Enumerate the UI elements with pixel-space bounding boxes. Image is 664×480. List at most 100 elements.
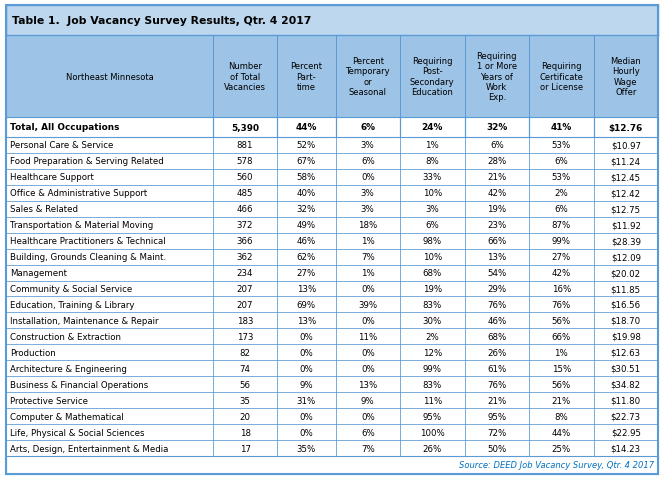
Text: 53%: 53%	[552, 173, 571, 182]
Text: 1%: 1%	[426, 141, 439, 150]
Text: 27%: 27%	[552, 252, 571, 262]
Bar	[213, 217, 278, 233]
Bar	[213, 376, 278, 392]
Bar	[465, 138, 529, 154]
Bar	[529, 281, 594, 297]
Bar	[335, 424, 400, 440]
Text: 21%: 21%	[552, 396, 571, 405]
Text: 66%: 66%	[487, 237, 507, 246]
Text: 5,390: 5,390	[231, 123, 259, 132]
Bar	[594, 392, 658, 408]
Bar	[594, 440, 658, 456]
Text: 52%: 52%	[297, 141, 316, 150]
Bar	[278, 329, 335, 345]
Text: Number
of Total
Vacancies: Number of Total Vacancies	[224, 62, 266, 92]
Bar	[335, 249, 400, 265]
Bar	[465, 440, 529, 456]
Bar	[335, 440, 400, 456]
Bar	[278, 297, 335, 313]
Bar	[465, 217, 529, 233]
Text: 362: 362	[237, 252, 254, 262]
Text: 76%: 76%	[487, 380, 507, 389]
Text: 33%: 33%	[422, 173, 442, 182]
Bar	[400, 154, 465, 169]
Text: 6%: 6%	[361, 428, 374, 437]
Bar	[6, 392, 213, 408]
Text: 466: 466	[237, 205, 254, 214]
Bar	[594, 217, 658, 233]
Bar	[278, 36, 335, 118]
Bar	[213, 202, 278, 217]
Bar	[465, 376, 529, 392]
Text: Construction & Extraction: Construction & Extraction	[10, 332, 121, 341]
Text: 0%: 0%	[361, 412, 374, 421]
Bar	[6, 456, 658, 474]
Bar	[278, 408, 335, 424]
Text: $22.95: $22.95	[611, 428, 641, 437]
Text: 560: 560	[237, 173, 254, 182]
Bar	[278, 154, 335, 169]
Text: 6%: 6%	[490, 141, 503, 150]
Text: Source: DEED Job Vacancy Survey, Qtr. 4 2017: Source: DEED Job Vacancy Survey, Qtr. 4 …	[459, 460, 654, 469]
Bar	[529, 313, 594, 329]
Text: 17: 17	[240, 444, 250, 453]
Text: $18.70: $18.70	[611, 316, 641, 325]
Text: 66%: 66%	[552, 332, 571, 341]
Bar	[213, 265, 278, 281]
Text: 26%: 26%	[422, 444, 442, 453]
Text: Median
Hourly
Wage
Offer: Median Hourly Wage Offer	[610, 57, 641, 97]
Text: 372: 372	[237, 221, 254, 230]
Text: 578: 578	[237, 157, 254, 166]
Text: $30.51: $30.51	[611, 364, 641, 373]
Text: Computer & Mathematical: Computer & Mathematical	[10, 412, 124, 421]
Bar	[400, 36, 465, 118]
Text: Northeast Minnesota: Northeast Minnesota	[66, 72, 153, 81]
Bar	[594, 424, 658, 440]
Text: Percent
Part-
time: Percent Part- time	[290, 62, 323, 92]
Bar	[6, 138, 213, 154]
Text: 3%: 3%	[361, 141, 374, 150]
Bar	[335, 202, 400, 217]
Bar	[594, 169, 658, 185]
Bar	[213, 313, 278, 329]
Text: 6%: 6%	[361, 123, 375, 132]
Text: Installation, Maintenance & Repair: Installation, Maintenance & Repair	[10, 316, 159, 325]
Bar	[213, 36, 278, 118]
Text: 83%: 83%	[422, 300, 442, 309]
Text: 56%: 56%	[552, 316, 571, 325]
Text: 2%: 2%	[554, 189, 568, 198]
Bar	[213, 345, 278, 360]
Bar	[278, 424, 335, 440]
Text: 7%: 7%	[361, 444, 374, 453]
Text: $11.92: $11.92	[611, 221, 641, 230]
Text: Requiring
1 or More
Years of
Work
Exp.: Requiring 1 or More Years of Work Exp.	[477, 51, 517, 102]
Text: 366: 366	[237, 237, 254, 246]
Bar	[400, 185, 465, 202]
Bar	[6, 217, 213, 233]
Text: $28.39: $28.39	[611, 237, 641, 246]
Bar	[594, 36, 658, 118]
Bar	[594, 265, 658, 281]
Bar	[335, 329, 400, 345]
Bar	[278, 185, 335, 202]
Bar	[400, 329, 465, 345]
Text: 1%: 1%	[361, 237, 374, 246]
Text: 0%: 0%	[299, 412, 313, 421]
Bar	[529, 233, 594, 249]
Bar	[594, 360, 658, 376]
Text: 11%: 11%	[358, 332, 377, 341]
Bar	[594, 345, 658, 360]
Text: 49%: 49%	[297, 221, 316, 230]
Text: $16.56: $16.56	[611, 300, 641, 309]
Bar	[529, 118, 594, 138]
Text: 19%: 19%	[487, 205, 507, 214]
Bar	[465, 169, 529, 185]
Bar	[529, 185, 594, 202]
Bar	[335, 217, 400, 233]
Text: 13%: 13%	[358, 380, 377, 389]
Bar	[6, 36, 213, 118]
Text: Requiring
Certificate
or License: Requiring Certificate or License	[539, 62, 583, 92]
Bar	[213, 424, 278, 440]
Bar	[6, 281, 213, 297]
Text: 10%: 10%	[422, 252, 442, 262]
